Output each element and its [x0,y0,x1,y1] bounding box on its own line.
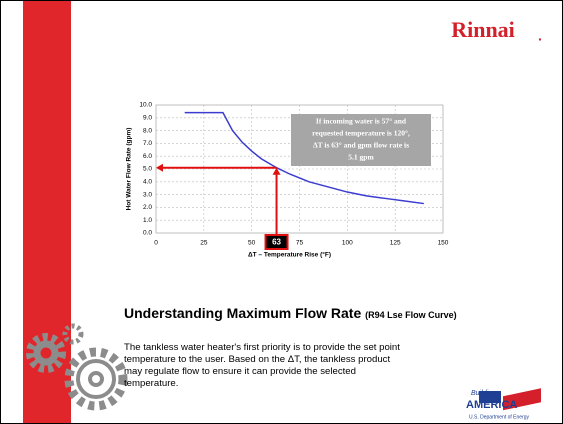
marker-label: 63 [272,238,281,247]
annotation: If incoming water is 57° and [316,117,407,126]
x-tick-label: 50 [248,240,256,247]
y-tick-label: 5.0 [143,166,152,173]
flag [479,391,501,403]
x-tick-label: 125 [390,240,401,247]
x-tick-label: 75 [296,240,304,247]
arrowhead [156,163,163,172]
annotation-box [291,114,431,166]
gear [76,359,116,399]
annotation: requested temperature is 120°, [312,129,410,138]
y-tick-label: 4.0 [143,179,152,186]
annotation: ΔT is 63° and gpm flow rate is [313,141,409,150]
marker-box [264,234,289,250]
y-axis-label: Hot Water Flow Rate (gpm) [126,128,133,211]
line [184,111,424,205]
footer-logo: Building AMERICA U.S. Department of Ener… [466,388,541,420]
gear [64,347,128,411]
heading-title: Understanding Maximum Flow Rate [124,305,362,321]
x-tick-label: 150 [438,240,449,247]
y-tick-label: 0.0 [143,230,152,237]
flag [503,388,541,411]
arrowhead [272,167,281,175]
gear [88,371,104,387]
y-tick-label: 10.0 [139,102,152,109]
gear [62,323,84,345]
x-tick-label: 100 [342,240,353,247]
y-tick-label: 1.0 [143,217,152,224]
annotation: 5.1 gpm [348,153,374,162]
logo-text: U.S. Department of Energy [469,414,530,420]
body-line: may regulate flow to ensure it can provi… [124,366,356,377]
y-tick-label: 8.0 [143,127,152,134]
x-axis-label: ΔT – Temperature Rise (°F) [248,251,331,259]
body: The tankless water heater's first priori… [124,342,400,390]
gears [26,323,128,411]
y-tick-label: 7.0 [143,140,152,147]
heading-subtitle: (R94 Lse Flow Curve) [365,310,457,320]
logo-text: AMERICA [466,399,517,411]
body-line: temperature to the user. Based on the ΔT… [124,354,391,365]
heading: Understanding Maximum Flow Rate (R94 Lse… [124,305,464,323]
logo-dot: . [538,28,542,44]
body-line: The tankless water heater's first priori… [124,342,400,353]
gear [26,333,66,373]
y-tick-label: 2.0 [143,204,152,211]
body-line: temperature. [124,378,179,389]
x-tick-label: 25 [200,240,208,247]
y-tick-label: 6.0 [143,153,152,160]
y-tick-label: 3.0 [143,191,152,198]
logo: Rinnai [451,17,515,42]
chart: 0.0 1.0 2.0 3.0 4.0 5.0 6.0 7.0 8.0 9.0 10.0 0 25 50 7… [126,102,449,259]
y-tick-label: 9.0 [143,115,152,122]
logo-text: Building [471,390,496,397]
x-tick-label: 0 [154,240,158,247]
gear [33,340,59,366]
